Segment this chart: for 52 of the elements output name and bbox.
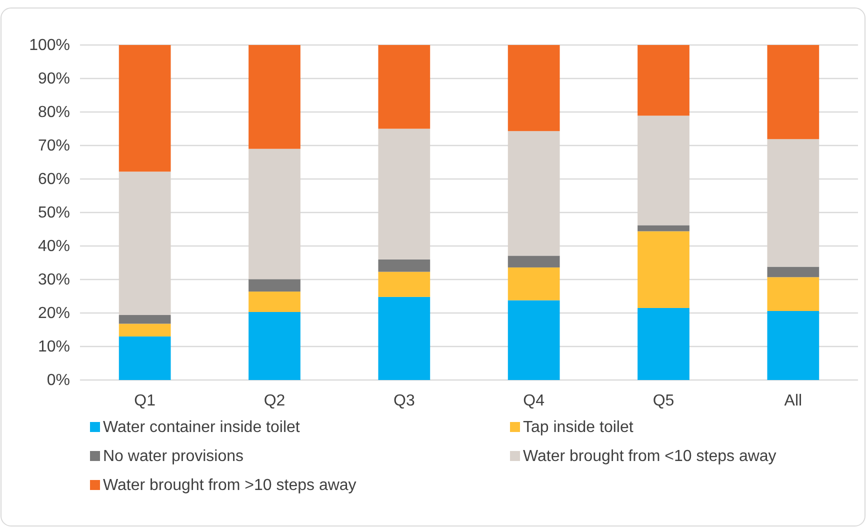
bar — [767, 45, 820, 140]
bar — [508, 267, 560, 300]
bar — [378, 296, 430, 380]
bar — [248, 292, 300, 312]
bar — [767, 310, 820, 380]
bar — [508, 300, 560, 380]
x-tick-label: Q5 — [652, 392, 674, 410]
y-tick-label: 100% — [29, 37, 70, 54]
bar — [378, 259, 430, 272]
bar — [248, 279, 300, 292]
bar — [767, 266, 820, 278]
legend-label: Tap inside toilet — [523, 419, 634, 436]
legend-label: Water brought from <10 steps away — [523, 448, 776, 465]
bar — [118, 315, 171, 324]
bar — [118, 45, 171, 172]
y-tick-label: 70% — [38, 138, 70, 155]
x-tick-label: All — [784, 392, 802, 410]
legend-label: No water provisions — [103, 448, 244, 465]
y-tick-label: 10% — [38, 338, 70, 356]
y-tick-label: 0% — [46, 372, 70, 390]
bar — [638, 116, 690, 226]
x-tick-label: Q4 — [523, 392, 545, 410]
bar — [118, 336, 171, 380]
y-tick-label: 60% — [38, 171, 70, 188]
legend-label: Water container inside toilet — [103, 419, 300, 436]
bar — [508, 131, 560, 256]
y-tick-label: 50% — [38, 204, 70, 222]
x-tick-label: Q3 — [393, 392, 415, 410]
bar — [378, 272, 430, 297]
y-tick-label: 30% — [38, 272, 70, 289]
bar — [767, 139, 820, 267]
bar — [638, 45, 690, 116]
bar — [638, 308, 690, 380]
y-tick-label: 80% — [38, 104, 70, 122]
bar — [508, 256, 560, 268]
y-tick-label: 20% — [38, 305, 70, 322]
bar — [248, 148, 300, 280]
bar — [118, 324, 171, 336]
bar — [508, 45, 560, 132]
bar — [638, 231, 690, 308]
bar — [118, 172, 171, 316]
bar — [248, 45, 300, 149]
legend-label: Water brought from >10 steps away — [103, 477, 356, 494]
x-tick-label: Q1 — [134, 392, 156, 410]
x-tick-label: Q2 — [264, 392, 286, 410]
bar — [248, 312, 300, 380]
y-tick-label: 40% — [38, 238, 70, 256]
bar — [378, 128, 430, 260]
bar — [378, 45, 430, 129]
bar — [638, 225, 690, 232]
y-tick-label: 90% — [38, 70, 70, 88]
bar — [767, 277, 820, 311]
